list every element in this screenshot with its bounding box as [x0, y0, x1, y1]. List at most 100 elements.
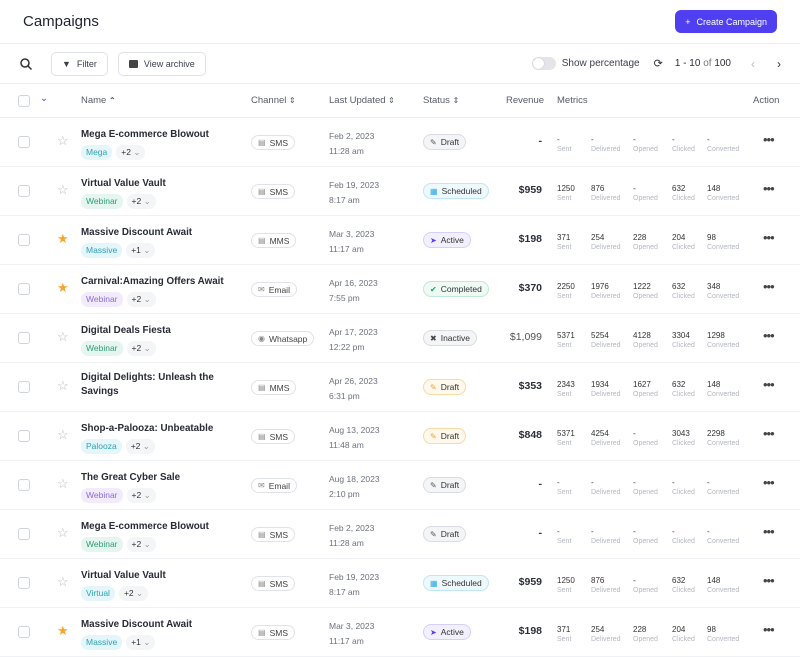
campaign-name[interactable]: Mega E-commerce Blowout: [81, 129, 209, 140]
filter-button[interactable]: ▼ Filter: [51, 51, 108, 76]
revenue: $1,099: [509, 331, 542, 343]
star-outline-icon[interactable]: ☆: [57, 525, 69, 540]
row-checkbox[interactable]: [18, 381, 30, 393]
more-actions-icon[interactable]: •••: [763, 230, 775, 245]
search-icon[interactable]: [19, 57, 33, 71]
table-row[interactable]: ☆ Virtual Value Vault Virtual +2 ⌄ ▤ SMS Feb…: [0, 559, 800, 608]
more-tags-button[interactable]: +2 ⌄: [126, 341, 156, 356]
last-updated: Mar 3, 2023 11:17 am: [329, 229, 375, 254]
more-tags-button[interactable]: +2 ⌄: [126, 194, 156, 209]
table-row[interactable]: ☆ The Great Cyber Sale Webinar +2 ⌄ ✉ Email …: [0, 461, 800, 510]
chevron-down-icon[interactable]: ⌄: [40, 93, 48, 104]
star-outline-icon[interactable]: ☆: [57, 133, 69, 148]
status-icon: ✎: [430, 137, 437, 147]
table-row[interactable]: ★ Massive Discount Await Massive +1 ⌄ ▤ MMS …: [0, 216, 800, 265]
campaign-name[interactable]: Carnival:Amazing Offers Await: [81, 276, 224, 287]
star-outline-icon[interactable]: ☆: [57, 476, 69, 491]
create-campaign-button[interactable]: + Create Campaign: [675, 10, 777, 33]
star-outline-icon[interactable]: ☆: [57, 574, 69, 589]
metric-converted: 1298 Converted: [707, 331, 740, 349]
column-name[interactable]: Name ⌃: [81, 95, 116, 106]
last-updated: Apr 26, 2023 6:31 pm: [329, 376, 378, 401]
row-checkbox[interactable]: [18, 185, 30, 197]
more-actions-icon[interactable]: •••: [763, 524, 775, 539]
more-actions-icon[interactable]: •••: [763, 622, 775, 637]
more-actions-icon[interactable]: •••: [763, 279, 775, 294]
column-status[interactable]: Status ⇕: [423, 95, 460, 106]
star-outline-icon[interactable]: ☆: [57, 378, 69, 393]
status-badge: ✎ Draft: [423, 428, 467, 444]
table-row[interactable]: ☆ Digital Delights: Unleash the Savings ▤…: [0, 363, 800, 412]
message-icon: ▤: [258, 579, 266, 588]
row-checkbox[interactable]: [18, 479, 30, 491]
metric-delivered: - Delivered: [591, 135, 621, 153]
tag-group: Virtual +2 ⌄: [81, 586, 149, 601]
star-filled-icon[interactable]: ★: [57, 280, 69, 295]
campaign-name[interactable]: Virtual Value Vault: [81, 570, 166, 581]
star-outline-icon[interactable]: ☆: [57, 182, 69, 197]
more-actions-icon[interactable]: •••: [763, 377, 775, 392]
table-row[interactable]: ☆ Digital Deals Fiesta Webinar +2 ⌄ ◉ Whatsa…: [0, 314, 800, 363]
star-filled-icon[interactable]: ★: [57, 623, 69, 638]
more-tags-button[interactable]: +2 ⌄: [126, 292, 156, 307]
campaign-name[interactable]: Virtual Value Vault: [81, 178, 166, 189]
revenue: -: [538, 478, 543, 490]
campaign-name[interactable]: The Great Cyber Sale: [81, 472, 181, 483]
row-checkbox[interactable]: [18, 136, 30, 148]
status-icon: ✔: [430, 284, 437, 294]
prev-page-button[interactable]: ‹: [751, 56, 755, 71]
table-header: ⌄ Name ⌃ Channel ⇕ Last Updated ⇕ Status…: [0, 84, 800, 118]
chevron-down-icon: ⌄: [142, 441, 150, 451]
column-channel[interactable]: Channel ⇕: [251, 95, 296, 106]
status-icon: ✎: [430, 382, 437, 392]
table-row[interactable]: ★ Carnival:Amazing Offers Await Webinar +2…: [0, 265, 800, 314]
more-actions-icon[interactable]: •••: [763, 426, 775, 441]
message-icon: ▤: [258, 138, 266, 147]
star-outline-icon[interactable]: ☆: [57, 329, 69, 344]
column-last-updated[interactable]: Last Updated ⇕: [329, 95, 395, 106]
next-page-button[interactable]: ›: [777, 56, 781, 71]
row-checkbox[interactable]: [18, 430, 30, 442]
more-tags-button[interactable]: +1 ⌄: [126, 243, 156, 258]
revenue: $198: [518, 233, 542, 245]
more-actions-icon[interactable]: •••: [763, 573, 775, 588]
campaign-name[interactable]: Digital Delights: Unleash the Savings: [81, 372, 214, 397]
campaign-name[interactable]: Digital Deals Fiesta: [81, 325, 171, 336]
row-checkbox[interactable]: [18, 626, 30, 638]
more-tags-button[interactable]: +2 ⌄: [126, 488, 156, 503]
campaign-name[interactable]: Massive Discount Await: [81, 619, 193, 630]
table-row[interactable]: ★ Massive Discount Await Massive +1 ⌄ ▤ SMS …: [0, 608, 800, 657]
metric-delivered: 4254 Delivered: [591, 429, 621, 447]
row-checkbox[interactable]: [18, 528, 30, 540]
star-outline-icon[interactable]: ☆: [57, 427, 69, 442]
campaign-name[interactable]: Massive Discount Await: [81, 227, 193, 238]
more-actions-icon[interactable]: •••: [763, 475, 775, 490]
row-checkbox[interactable]: [18, 332, 30, 344]
campaign-name[interactable]: Mega E-commerce Blowout: [81, 521, 209, 532]
refresh-icon[interactable]: ⟳: [653, 58, 663, 70]
table-row[interactable]: ☆ Virtual Value Vault Webinar +2 ⌄ ▤ SMS Feb…: [0, 167, 800, 216]
more-tags-button[interactable]: +2 ⌄: [118, 586, 149, 601]
more-actions-icon[interactable]: •••: [763, 132, 775, 147]
table-row[interactable]: ☆ Shop-a-Palooza: Unbeatable Palooza +2 ⌄ ▤…: [0, 412, 800, 461]
select-all-checkbox[interactable]: [18, 95, 30, 107]
show-percentage-toggle[interactable]: [531, 57, 556, 70]
more-tags-button[interactable]: +2 ⌄: [126, 537, 156, 552]
table-row[interactable]: ☆ Mega E-commerce Blowout Mega +2 ⌄ ▤ SMS Fe…: [0, 118, 800, 167]
more-tags-button[interactable]: +1 ⌄: [126, 635, 156, 650]
view-archive-button[interactable]: View archive: [117, 51, 206, 76]
campaign-tag: Massive: [81, 635, 123, 650]
more-actions-icon[interactable]: •••: [763, 181, 775, 196]
more-tags-button[interactable]: +2 ⌄: [116, 145, 146, 160]
row-checkbox[interactable]: [18, 577, 30, 589]
revenue: $198: [518, 625, 542, 637]
more-actions-icon[interactable]: •••: [763, 328, 775, 343]
metric-delivered: 254 Delivered: [591, 233, 621, 251]
row-checkbox[interactable]: [18, 234, 30, 246]
more-tags-button[interactable]: +2 ⌄: [125, 439, 155, 454]
campaign-name[interactable]: Shop-a-Palooza: Unbeatable: [81, 423, 214, 434]
row-checkbox[interactable]: [18, 283, 30, 295]
star-filled-icon[interactable]: ★: [57, 231, 69, 246]
table-row[interactable]: ☆ Mega E-commerce Blowout Webinar +2 ⌄ ▤ SMS…: [0, 510, 800, 559]
metric-delivered: - Delivered: [591, 478, 621, 496]
